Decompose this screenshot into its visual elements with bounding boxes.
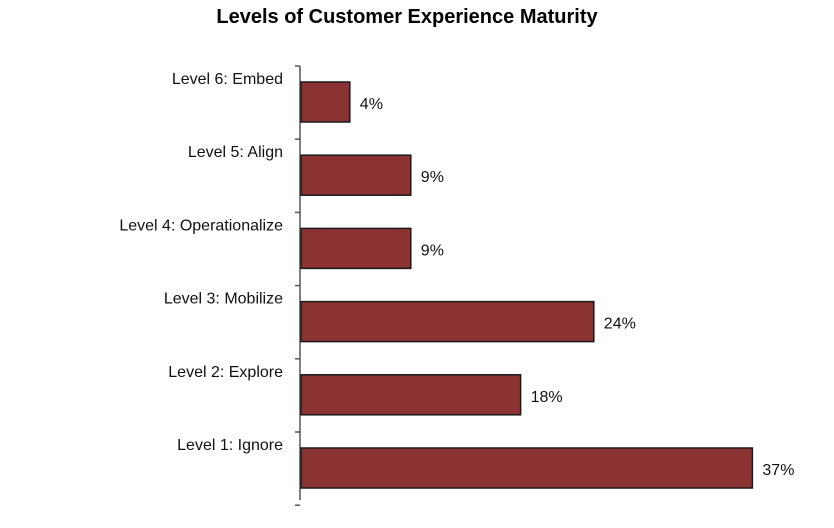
data-label: 24% (604, 316, 636, 333)
data-label: 18% (531, 389, 563, 406)
bar (300, 81, 351, 123)
category-label: Level 4: Operationalize (119, 217, 283, 234)
category-label: Level 1: Ignore (177, 437, 283, 454)
category-label: Level 6: Embed (172, 71, 283, 88)
data-label: 37% (762, 462, 794, 479)
bar (300, 227, 412, 270)
data-label: 4% (360, 96, 383, 113)
chart-title: Levels of Customer Experience Maturity (216, 6, 598, 28)
bar (300, 447, 754, 489)
data-label: 9% (421, 242, 444, 259)
bar (300, 154, 412, 196)
category-label: Level 3: Mobilize (164, 291, 283, 308)
data-label: 9% (421, 169, 444, 186)
category-label: Level 5: Align (188, 144, 283, 161)
bar (300, 300, 595, 343)
bar (300, 374, 522, 416)
category-label: Level 2: Explore (168, 364, 283, 381)
